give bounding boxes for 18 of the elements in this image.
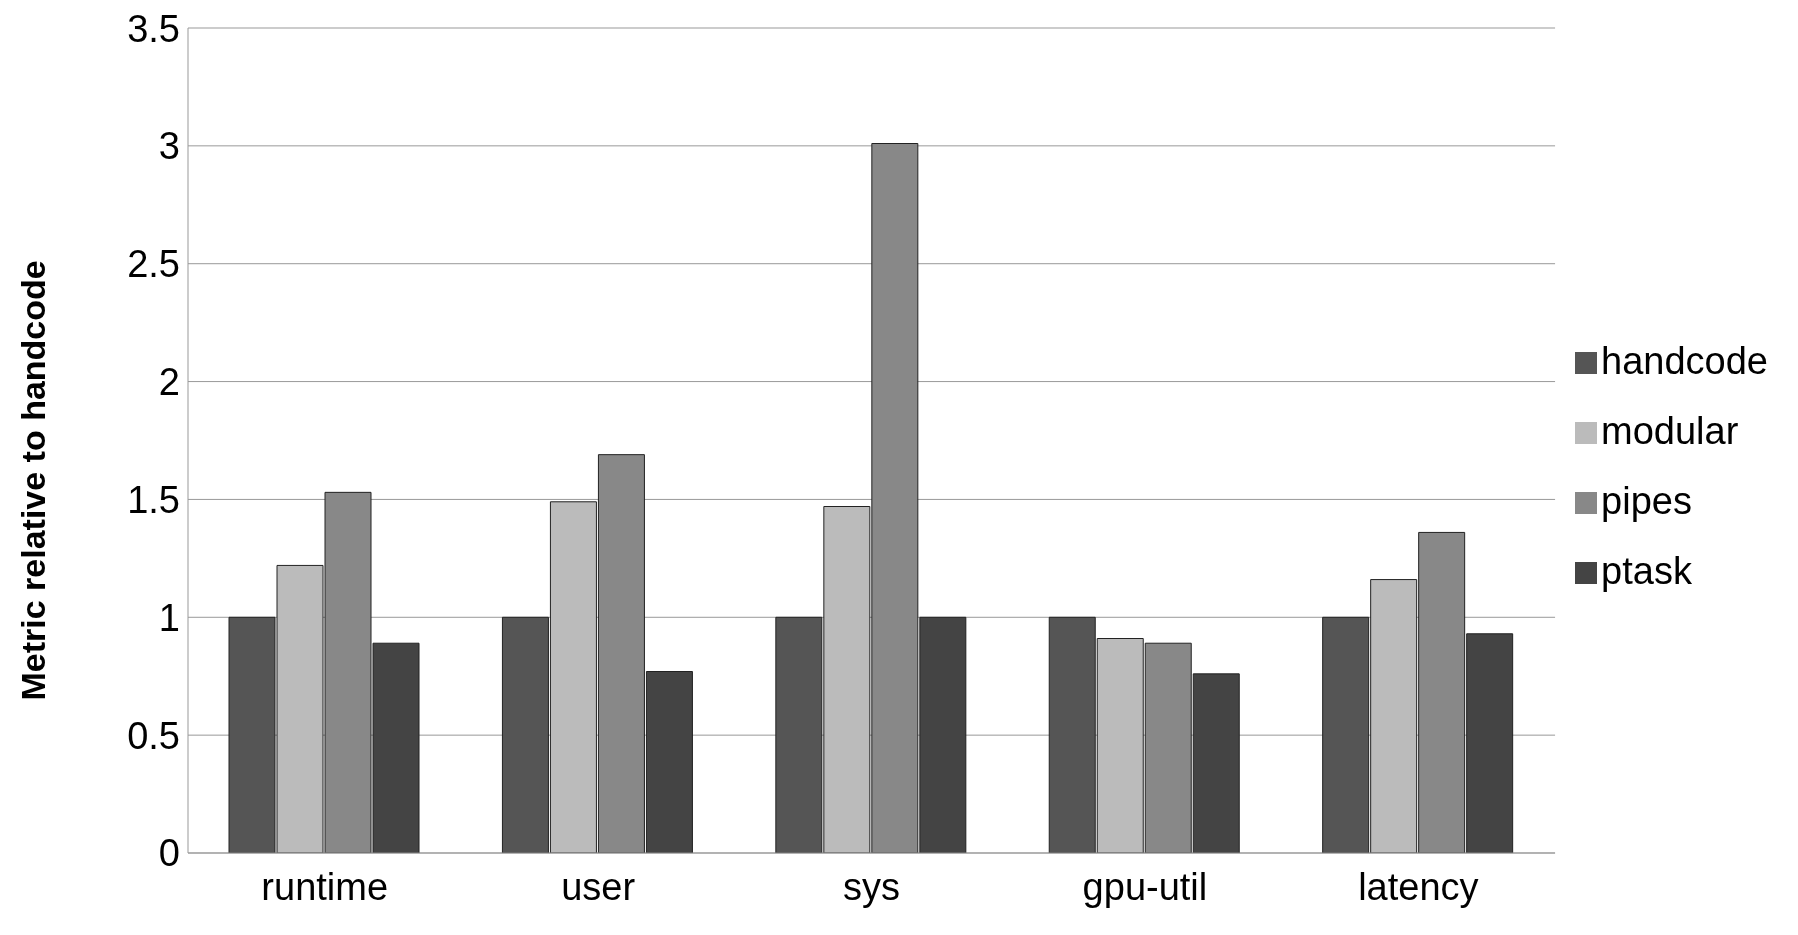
x-tick-label: latency xyxy=(1358,865,1479,908)
x-tick-label: sys xyxy=(843,865,901,908)
y-tick-label: 1.5 xyxy=(127,478,180,521)
y-tick-label: 0.5 xyxy=(127,714,180,757)
y-tick-label: 1 xyxy=(158,596,180,639)
y-tick-label: 2.5 xyxy=(127,243,180,286)
y-axis-title: Metric relative to handcode xyxy=(14,260,53,701)
x-tick-label: runtime xyxy=(261,865,389,908)
legend-label: ptask xyxy=(1601,549,1692,592)
legend-label: pipes xyxy=(1601,479,1692,522)
x-tick-label: user xyxy=(561,865,636,908)
y-tick-label: 3 xyxy=(158,125,180,168)
x-tick-label: gpu-util xyxy=(1082,865,1208,908)
legend-label: handcode xyxy=(1601,339,1768,382)
y-tick-label: 2 xyxy=(158,361,180,404)
legend-label: modular xyxy=(1601,409,1739,452)
y-tick-label: 3.5 xyxy=(127,7,180,50)
y-tick-label: 0 xyxy=(158,832,180,875)
